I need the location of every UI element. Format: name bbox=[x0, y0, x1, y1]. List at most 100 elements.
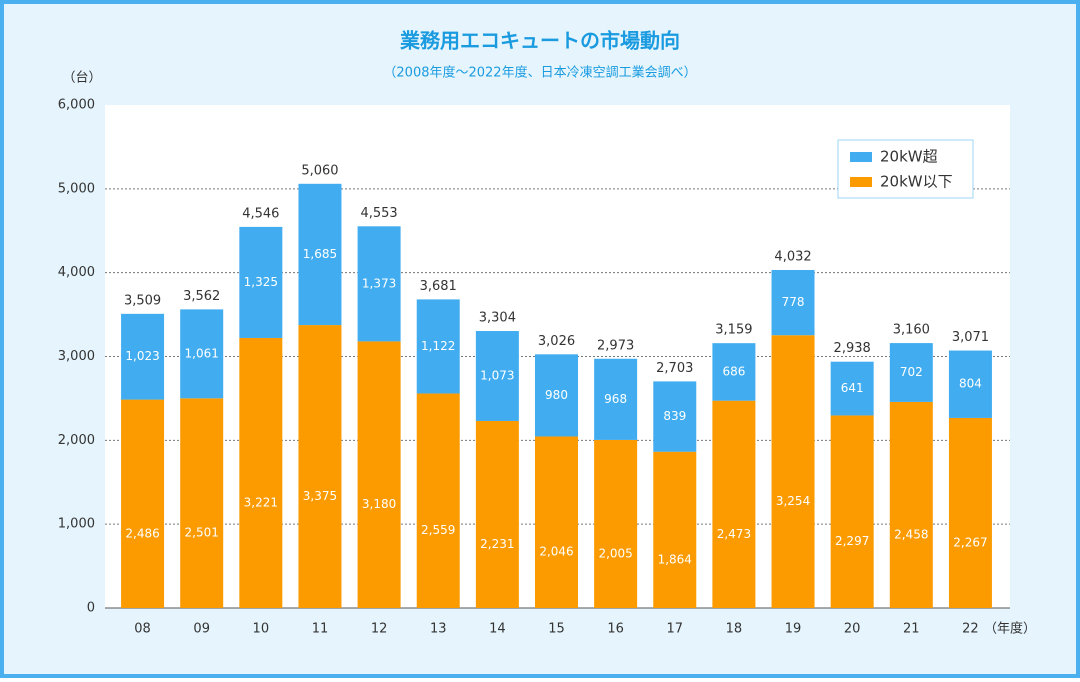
bar-segment bbox=[889, 343, 933, 402]
y-tick-label: 1,000 bbox=[58, 517, 95, 532]
bar-segment bbox=[298, 325, 342, 608]
legend-label: 20kW以下 bbox=[880, 173, 953, 191]
total-label: 3,071 bbox=[952, 330, 989, 345]
legend-swatch bbox=[850, 152, 872, 162]
bar-segment bbox=[594, 439, 638, 608]
bar-segment bbox=[771, 335, 815, 608]
x-tick-label: 08 bbox=[134, 622, 151, 637]
value-label: 686 bbox=[722, 364, 745, 378]
bar-segment bbox=[712, 343, 756, 401]
value-label: 1,023 bbox=[125, 349, 159, 363]
bar-segment bbox=[180, 309, 224, 399]
value-label: 3,254 bbox=[776, 494, 810, 508]
total-label: 5,060 bbox=[301, 163, 338, 178]
total-label: 4,546 bbox=[242, 206, 279, 221]
bar-segment bbox=[121, 399, 165, 608]
value-label: 2,231 bbox=[480, 537, 514, 551]
total-label: 3,304 bbox=[479, 311, 516, 326]
chart-subtitle: （2008年度～2022年度、日本冷凍空調工業会調べ） bbox=[383, 65, 696, 81]
x-tick-label: 09 bbox=[193, 622, 210, 637]
bar-segment bbox=[416, 299, 460, 394]
bar-segment bbox=[239, 226, 283, 338]
total-label: 2,938 bbox=[834, 341, 871, 356]
total-label: 3,509 bbox=[124, 293, 161, 308]
legend-label: 20kW超 bbox=[880, 148, 938, 166]
total-label: 3,562 bbox=[183, 289, 220, 304]
bar-segment bbox=[357, 341, 401, 608]
value-label: 1,073 bbox=[480, 368, 514, 382]
x-tick-label: 20 bbox=[844, 622, 861, 637]
value-label: 2,486 bbox=[125, 526, 159, 540]
y-tick-label: 3,000 bbox=[58, 349, 95, 364]
total-label: 3,681 bbox=[420, 279, 457, 294]
value-label: 980 bbox=[545, 388, 568, 402]
value-label: 641 bbox=[841, 381, 864, 395]
x-tick-label: 16 bbox=[607, 622, 624, 637]
y-tick-label: 2,000 bbox=[58, 433, 95, 448]
value-label: 3,375 bbox=[303, 489, 337, 503]
value-label: 3,180 bbox=[362, 497, 396, 511]
total-label: 4,553 bbox=[360, 206, 397, 221]
bar-segment bbox=[653, 381, 697, 452]
total-label: 2,973 bbox=[597, 338, 634, 353]
x-tick-label: 22 bbox=[962, 622, 979, 637]
value-label: 778 bbox=[782, 295, 805, 309]
y-tick-label: 4,000 bbox=[58, 265, 95, 280]
y-tick-label: 6,000 bbox=[58, 98, 95, 113]
total-label: 2,703 bbox=[656, 361, 693, 376]
value-label: 1,325 bbox=[244, 275, 278, 289]
value-label: 2,005 bbox=[598, 546, 632, 560]
bar-segment bbox=[712, 400, 756, 608]
bar-segment bbox=[475, 331, 519, 421]
value-label: 2,267 bbox=[953, 535, 987, 549]
y-tick-label: 5,000 bbox=[58, 181, 95, 196]
bar-segment bbox=[948, 350, 992, 418]
bar-segment bbox=[357, 226, 401, 342]
value-label: 2,501 bbox=[185, 526, 219, 540]
bar-segment bbox=[475, 420, 519, 608]
bar-segment bbox=[771, 269, 815, 336]
bar-segment bbox=[239, 337, 283, 608]
x-tick-label: 10 bbox=[253, 622, 270, 637]
x-tick-label: 11 bbox=[312, 622, 329, 637]
x-tick-label: 21 bbox=[903, 622, 920, 637]
value-label: 1,061 bbox=[185, 346, 219, 360]
value-label: 3,221 bbox=[244, 495, 278, 509]
value-label: 968 bbox=[604, 392, 627, 406]
value-label: 2,046 bbox=[539, 545, 573, 559]
total-label: 3,026 bbox=[538, 334, 575, 349]
x-tick-label: 14 bbox=[489, 622, 506, 637]
x-tick-label: 12 bbox=[371, 622, 388, 637]
x-tick-label: 17 bbox=[666, 622, 683, 637]
bar-segment bbox=[830, 415, 874, 608]
bar-segment bbox=[948, 417, 992, 608]
bar-segment bbox=[830, 361, 874, 416]
x-tick-label: 19 bbox=[785, 622, 802, 637]
y-tick-label: 0 bbox=[87, 601, 95, 616]
x-tick-label: 15 bbox=[548, 622, 565, 637]
bar-segment bbox=[535, 436, 578, 608]
bar-segment bbox=[298, 183, 342, 326]
bar-segment bbox=[416, 393, 460, 608]
bar-segment bbox=[594, 358, 638, 440]
value-label: 1,864 bbox=[658, 552, 692, 566]
total-label: 3,159 bbox=[715, 323, 752, 338]
bar-segment bbox=[121, 313, 165, 400]
total-label: 4,032 bbox=[774, 249, 811, 264]
bar-segment bbox=[180, 398, 224, 608]
value-label: 1,685 bbox=[303, 247, 337, 261]
value-label: 1,373 bbox=[362, 276, 396, 290]
legend-swatch bbox=[850, 177, 872, 187]
chart-title: 業務用エコキュートの市場動向 bbox=[400, 29, 680, 53]
value-label: 839 bbox=[663, 409, 686, 423]
total-label: 3,160 bbox=[893, 323, 930, 338]
value-label: 804 bbox=[959, 377, 982, 391]
value-label: 2,559 bbox=[421, 523, 455, 537]
value-label: 2,297 bbox=[835, 534, 869, 548]
bar-segment bbox=[535, 354, 578, 437]
value-label: 702 bbox=[900, 365, 923, 379]
value-label: 2,458 bbox=[894, 527, 928, 541]
x-tick-label: 18 bbox=[726, 622, 743, 637]
legend-box bbox=[837, 139, 974, 199]
